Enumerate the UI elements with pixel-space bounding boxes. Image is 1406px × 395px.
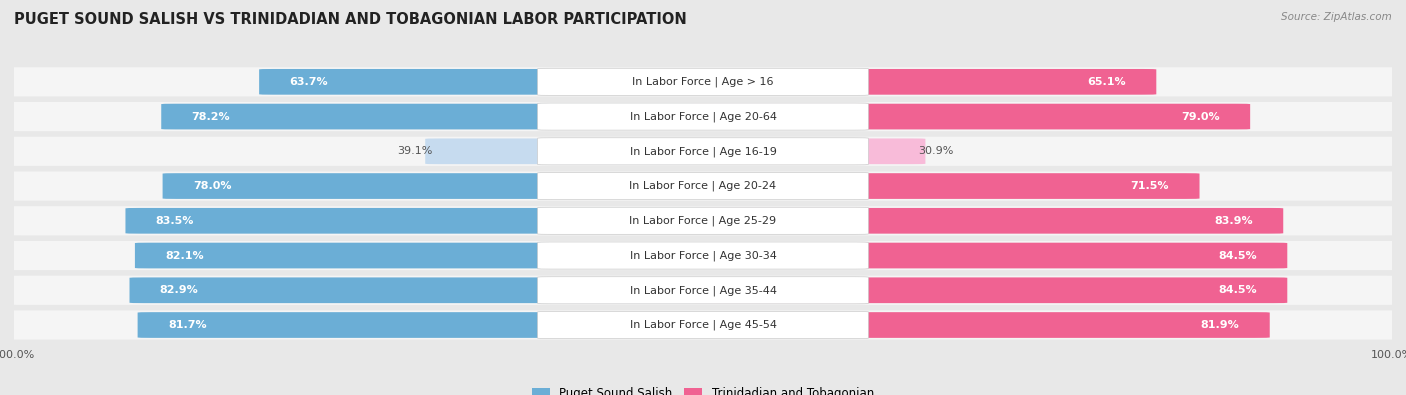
Text: 81.7%: 81.7% [167, 320, 207, 330]
FancyBboxPatch shape [689, 173, 1199, 199]
Text: In Labor Force | Age 45-54: In Labor Force | Age 45-54 [630, 320, 776, 330]
Text: In Labor Force | Age 20-24: In Labor Force | Age 20-24 [630, 181, 776, 191]
FancyBboxPatch shape [162, 104, 717, 130]
FancyBboxPatch shape [0, 171, 1406, 201]
Text: In Labor Force | Age 25-29: In Labor Force | Age 25-29 [630, 216, 776, 226]
FancyBboxPatch shape [689, 243, 1288, 268]
Text: 78.0%: 78.0% [193, 181, 232, 191]
Text: In Labor Force | Age 35-44: In Labor Force | Age 35-44 [630, 285, 776, 295]
Text: In Labor Force | Age 20-64: In Labor Force | Age 20-64 [630, 111, 776, 122]
FancyBboxPatch shape [0, 67, 1406, 96]
Text: 63.7%: 63.7% [290, 77, 328, 87]
FancyBboxPatch shape [259, 69, 717, 95]
Text: 65.1%: 65.1% [1087, 77, 1126, 87]
FancyBboxPatch shape [138, 312, 717, 338]
Text: 83.9%: 83.9% [1215, 216, 1253, 226]
FancyBboxPatch shape [689, 277, 1288, 303]
FancyBboxPatch shape [537, 103, 869, 130]
Text: 79.0%: 79.0% [1181, 111, 1220, 122]
Text: 71.5%: 71.5% [1130, 181, 1170, 191]
FancyBboxPatch shape [537, 68, 869, 95]
Text: Source: ZipAtlas.com: Source: ZipAtlas.com [1281, 12, 1392, 22]
FancyBboxPatch shape [537, 242, 869, 269]
FancyBboxPatch shape [537, 138, 869, 165]
FancyBboxPatch shape [163, 173, 717, 199]
FancyBboxPatch shape [537, 277, 869, 304]
FancyBboxPatch shape [537, 173, 869, 199]
FancyBboxPatch shape [689, 312, 1270, 338]
Text: In Labor Force | Age 16-19: In Labor Force | Age 16-19 [630, 146, 776, 156]
Text: 81.9%: 81.9% [1201, 320, 1240, 330]
Text: 83.5%: 83.5% [156, 216, 194, 226]
FancyBboxPatch shape [537, 312, 869, 339]
FancyBboxPatch shape [129, 277, 717, 303]
Text: 84.5%: 84.5% [1219, 285, 1257, 295]
Legend: Puget Sound Salish, Trinidadian and Tobagonian: Puget Sound Salish, Trinidadian and Toba… [527, 383, 879, 395]
FancyBboxPatch shape [0, 276, 1406, 305]
FancyBboxPatch shape [689, 104, 1250, 130]
Text: In Labor Force | Age > 16: In Labor Force | Age > 16 [633, 77, 773, 87]
Text: PUGET SOUND SALISH VS TRINIDADIAN AND TOBAGONIAN LABOR PARTICIPATION: PUGET SOUND SALISH VS TRINIDADIAN AND TO… [14, 12, 686, 27]
Text: 39.1%: 39.1% [396, 146, 432, 156]
FancyBboxPatch shape [0, 206, 1406, 235]
FancyBboxPatch shape [0, 137, 1406, 166]
Text: 84.5%: 84.5% [1219, 250, 1257, 261]
FancyBboxPatch shape [0, 241, 1406, 270]
FancyBboxPatch shape [0, 310, 1406, 340]
FancyBboxPatch shape [425, 139, 717, 164]
Text: 82.1%: 82.1% [166, 250, 204, 261]
Text: 78.2%: 78.2% [191, 111, 231, 122]
FancyBboxPatch shape [135, 243, 717, 268]
FancyBboxPatch shape [689, 69, 1156, 95]
Text: 30.9%: 30.9% [918, 146, 953, 156]
FancyBboxPatch shape [537, 207, 869, 234]
FancyBboxPatch shape [125, 208, 717, 234]
FancyBboxPatch shape [0, 102, 1406, 131]
FancyBboxPatch shape [689, 139, 925, 164]
Text: 82.9%: 82.9% [160, 285, 198, 295]
Text: In Labor Force | Age 30-34: In Labor Force | Age 30-34 [630, 250, 776, 261]
FancyBboxPatch shape [689, 208, 1284, 234]
